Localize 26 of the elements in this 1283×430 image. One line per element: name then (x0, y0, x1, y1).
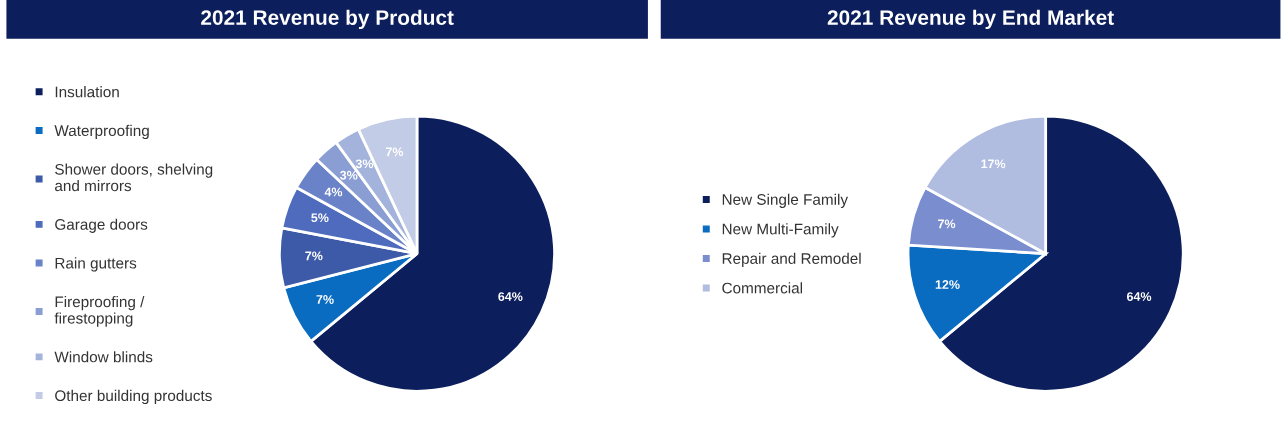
data-label: 7% (385, 147, 404, 157)
legend-label: Insulation (55, 86, 119, 98)
data-label: 3% (339, 170, 358, 180)
data-label: 5% (311, 213, 329, 223)
data-label: 3% (355, 159, 374, 169)
data-label: 12% (935, 280, 960, 289)
legend-label: Waterproofing (54, 124, 149, 140)
legend-label: Shower doors, shelving and mirrors (55, 163, 213, 192)
data-label: 7% (938, 219, 956, 229)
legend-label: Repair and Remodel (722, 252, 861, 267)
data-label: 17% (981, 159, 1006, 169)
legend-label: Window blinds (54, 351, 153, 363)
chart-title: 2021 Revenue by End Market (827, 9, 1114, 30)
legend-label: Rain gutters (55, 257, 137, 272)
legend-label: Other building products (55, 389, 212, 405)
legend-label: Commercial (722, 282, 803, 294)
legend-label: New Multi-Family (722, 223, 839, 238)
data-label: 64% (1126, 292, 1152, 301)
data-label: 4% (324, 187, 343, 197)
legend-label: New Single Family (722, 193, 849, 208)
legend-label: Garage doors (55, 218, 148, 233)
data-label: 64% (498, 292, 523, 301)
chart-title: 2021 Revenue by Product (201, 9, 454, 30)
data-label: 7% (305, 251, 323, 261)
legend-label: Fireproofing / firestopping (54, 296, 145, 327)
data-label: 7% (316, 295, 334, 304)
